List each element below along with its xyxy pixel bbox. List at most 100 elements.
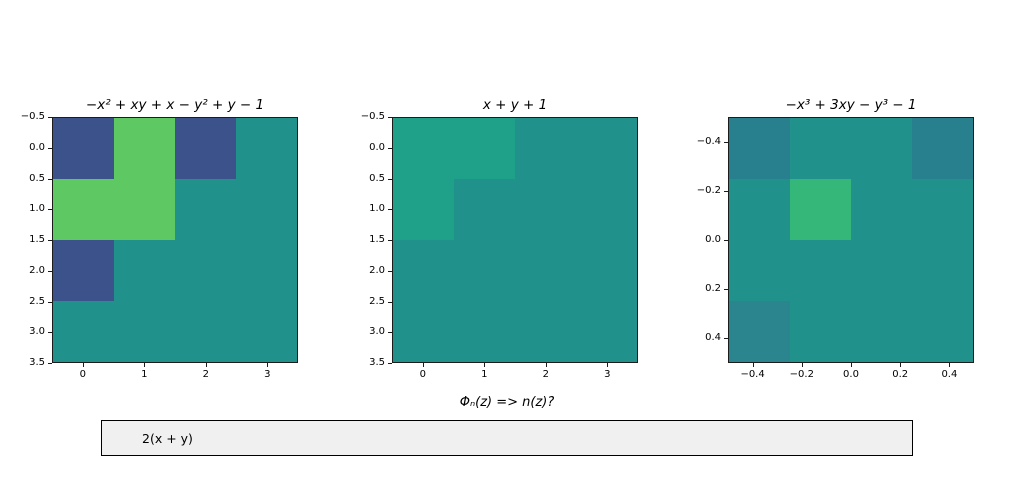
x-tick-mark — [82, 363, 84, 367]
y-tick-mark — [724, 338, 728, 340]
y-tick-label: 0.2 — [705, 283, 721, 295]
y-tick-mark — [48, 147, 52, 149]
heatmap-cell — [912, 179, 973, 240]
y-tick-label: 0.0 — [705, 234, 721, 245]
y-tick-label: 0.0 — [29, 141, 45, 153]
x-tick-mark — [205, 363, 207, 367]
heatmap-axes-2: x + y + 1 0 1 2 3 −0.5 0.0 0.5 1.0 1.5 2.0 2.5 3.0 3… — [361, 97, 638, 380]
y-tick-mark — [48, 209, 52, 211]
heatmap-cell — [790, 240, 851, 301]
y-tick-mark — [724, 141, 728, 143]
y-tick-mark — [388, 240, 392, 241]
heatmap-cell — [576, 118, 637, 179]
heatmap-cell — [515, 240, 576, 301]
heatmap-cell — [912, 240, 973, 301]
heatmap-cell — [729, 301, 790, 362]
y-tick-label: 2.5 — [369, 295, 385, 307]
y-tick-mark — [724, 289, 728, 291]
heatmap-cell — [393, 118, 454, 179]
x-tick-mark — [851, 363, 852, 367]
x-tick-mark — [422, 363, 424, 367]
heatmap-cell — [236, 301, 297, 362]
heatmap-cell — [175, 240, 236, 301]
x-tick-label: 0 — [79, 369, 86, 380]
y-tick-mark — [388, 178, 392, 180]
heatmap-cell — [454, 118, 515, 179]
heatmap-cell — [236, 240, 297, 301]
y-tick-label: 1.5 — [369, 234, 385, 245]
heatmap-cell — [393, 301, 454, 362]
heatmap-axes-1: −x² + xy + x − y² + y − 1 0 1 2 3 −0.5 0.0 0.5… — [21, 97, 298, 380]
x-tick-label: −0.2 — [789, 369, 814, 380]
y-tick-label: 0.4 — [705, 332, 721, 344]
y-tick-mark — [388, 270, 392, 272]
y-tick-label: −0.5 — [20, 111, 45, 122]
y-tick-mark — [48, 240, 52, 241]
heatmap-cell — [729, 118, 790, 179]
heatmap-cell — [912, 301, 973, 362]
heatmap-cell — [114, 118, 175, 179]
x-tick-label: 2 — [202, 369, 209, 380]
heatmap-cell — [515, 118, 576, 179]
x-tick-label: 1 — [481, 369, 488, 380]
x-tick-label: 0 — [419, 369, 426, 380]
y-tick-label: 3.0 — [29, 326, 45, 338]
y-tick-label: 3.0 — [369, 326, 385, 338]
prompt-label: Φₙ(z) => n(z)? — [459, 395, 555, 410]
heatmap-cell — [53, 301, 114, 362]
x-tick-label: 3 — [264, 369, 271, 380]
y-tick-mark — [724, 240, 728, 241]
x-tick-mark — [801, 363, 803, 367]
x-tick-label: 2 — [542, 369, 549, 380]
x-tick-mark — [144, 363, 146, 367]
heatmap-cell — [114, 179, 175, 240]
heatmap-cell — [454, 301, 515, 362]
y-tick-mark — [388, 301, 392, 303]
heatmap-cell — [515, 301, 576, 362]
heatmap-cell — [236, 179, 297, 240]
x-tick-mark — [267, 363, 269, 367]
plot-title: −x² + xy + x − y² + y − 1 — [85, 97, 265, 113]
heatmap-cell — [114, 301, 175, 362]
y-tick-mark — [48, 363, 52, 364]
heatmap-cell — [515, 179, 576, 240]
heatmap-cell — [851, 118, 912, 179]
heatmap-cell — [851, 179, 912, 240]
x-tick-label: 0.4 — [941, 369, 958, 380]
heatmap-grid — [52, 117, 298, 363]
x-tick-mark — [752, 363, 754, 367]
y-tick-mark — [48, 178, 52, 180]
heatmap-cell — [454, 179, 515, 240]
x-tick-label: 1 — [141, 369, 148, 380]
y-tick-label: 2.0 — [29, 264, 45, 276]
heatmap-cell — [576, 301, 637, 362]
x-tick-label: 0.0 — [843, 369, 859, 380]
heatmap-cell — [790, 118, 851, 179]
y-tick-mark — [388, 332, 392, 334]
y-tick-label: 0.0 — [369, 141, 385, 153]
y-tick-mark — [388, 209, 392, 211]
heatmap-grid — [392, 117, 638, 363]
x-tick-label: −0.4 — [740, 369, 765, 380]
heatmap-cell — [576, 240, 637, 301]
y-tick-mark — [48, 270, 52, 272]
x-tick-label: 0.2 — [892, 369, 909, 380]
expression-input[interactable]: 2(x + y) — [101, 420, 913, 456]
y-tick-mark — [48, 117, 52, 118]
plot-title: x + y + 1 — [482, 97, 548, 113]
heatmap-axes-3: −x³ + 3xy − y³ − 1 −0.4 −0.2 0.0 0.2 0.4 −0.4… — [697, 97, 974, 380]
heatmap-grid — [728, 117, 974, 363]
y-tick-label: 0.5 — [29, 172, 45, 184]
heatmap-cell — [790, 179, 851, 240]
heatmap-cell — [851, 240, 912, 301]
y-tick-mark — [388, 363, 392, 364]
y-tick-label: 1.0 — [29, 203, 45, 215]
y-tick-label: 1.5 — [29, 234, 45, 245]
heatmap-cell — [175, 179, 236, 240]
x-tick-mark — [900, 363, 902, 367]
y-tick-label: −0.4 — [696, 135, 721, 147]
heatmap-cell — [53, 179, 114, 240]
y-tick-label: 2.0 — [369, 264, 385, 276]
y-tick-label: 3.5 — [369, 357, 385, 368]
